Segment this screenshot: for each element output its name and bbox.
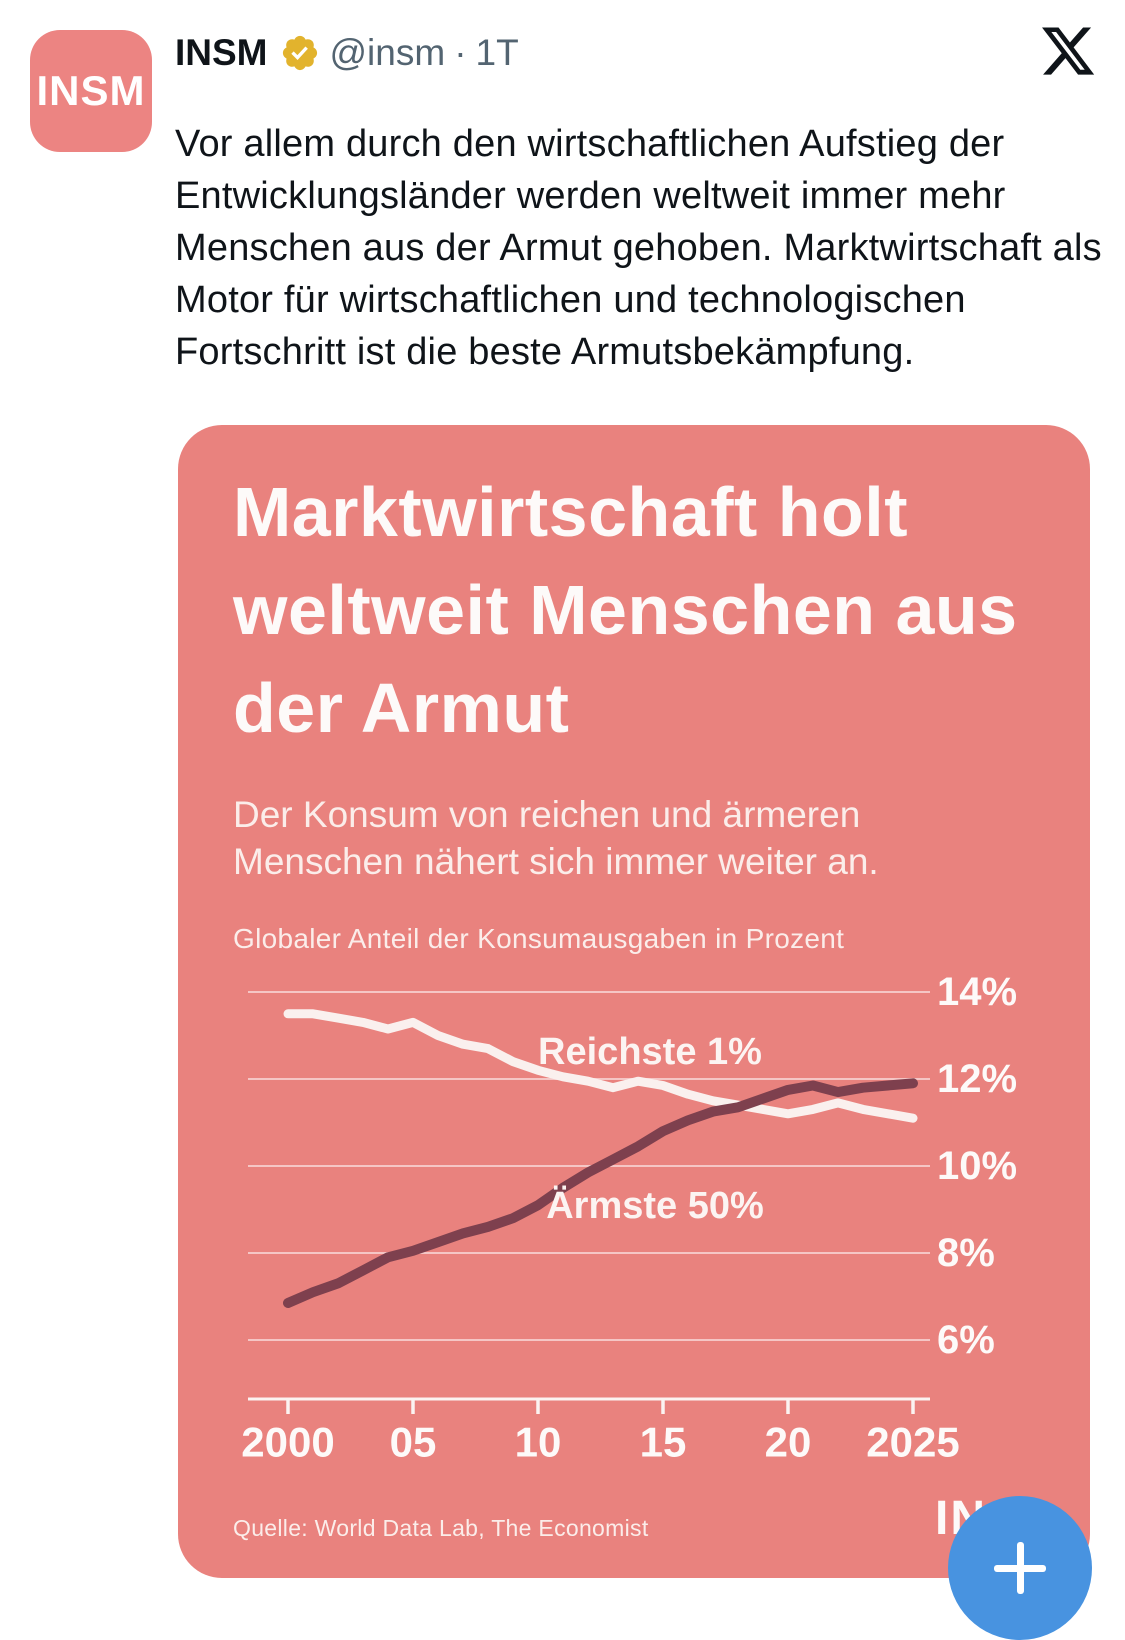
x-axis-tick-label: 20 bbox=[765, 1419, 812, 1466]
y-axis-tick-label: 14% bbox=[937, 970, 1017, 1014]
series-line-reichste-1 bbox=[283, 1009, 918, 1123]
y-axis-tick-label: 6% bbox=[937, 1318, 995, 1362]
series-label-reichste-1: Reichste 1% bbox=[538, 1031, 762, 1073]
y-axis-tick-label: 10% bbox=[937, 1144, 1017, 1188]
x-axis-tick-label: 2025 bbox=[866, 1419, 959, 1466]
x-axis-tick-label: 05 bbox=[390, 1419, 437, 1466]
tweet-meta: @insm · 1T bbox=[330, 32, 519, 74]
y-axis-tick-label: 12% bbox=[937, 1057, 1017, 1101]
card-subtitle: Der Konsum von reichen und ärmeren Mensc… bbox=[233, 794, 879, 882]
compose-fab-button[interactable] bbox=[948, 1496, 1092, 1640]
y-axis-tick-label: 8% bbox=[937, 1231, 995, 1275]
handle[interactable]: @insm bbox=[329, 32, 446, 73]
avatar[interactable]: INSM bbox=[30, 30, 152, 152]
timestamp: 1T bbox=[475, 32, 519, 73]
infographic-card[interactable]: Marktwirtschaft holt weltweit Menschen a… bbox=[178, 425, 1090, 1578]
x-logo-icon[interactable] bbox=[1039, 22, 1097, 80]
tweet-header: INSM @insm · 1T bbox=[175, 30, 519, 76]
consumption-share-chart: 14% 12% 10% 8% 6% 2000 05 10 15 20 2025 Reichste 1%… bbox=[241, 970, 1017, 1466]
chart-title: Globaler Anteil der Konsumausgaben in Pr… bbox=[233, 923, 845, 954]
x-axis-tick-label: 10 bbox=[515, 1419, 562, 1466]
series-line-aermste-50 bbox=[283, 1078, 918, 1308]
x-axis-tick-label: 2000 bbox=[241, 1419, 334, 1466]
card-title: Marktwirtschaft holt weltweit Menschen a… bbox=[233, 473, 1018, 747]
avatar-label: INSM bbox=[36, 67, 146, 114]
series-label-aermste-50: Ärmste 50% bbox=[546, 1184, 764, 1227]
gold-verified-badge-icon bbox=[282, 35, 317, 71]
dot-separator: · bbox=[454, 32, 467, 73]
tweet-text: Vor allem durch den wirtschaftlichen Auf… bbox=[175, 123, 1102, 373]
chart-source: Quelle: World Data Lab, The Economist bbox=[233, 1515, 649, 1541]
x-axis-tick-label: 15 bbox=[640, 1419, 687, 1466]
author-name[interactable]: INSM bbox=[175, 32, 268, 73]
